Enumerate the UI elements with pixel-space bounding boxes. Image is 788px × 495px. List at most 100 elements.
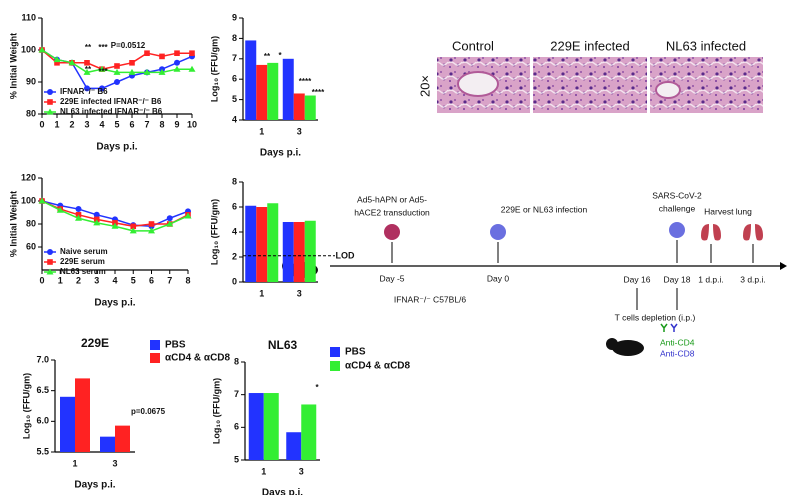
marker — [174, 59, 180, 66]
marker — [158, 68, 166, 75]
marker — [129, 60, 135, 66]
y-tick-label: 80 — [26, 218, 36, 228]
x-tick-label: 2 — [76, 275, 81, 285]
x-axis-label: Days p.i. — [260, 148, 301, 159]
step: 229E or NL63 infection — [501, 204, 588, 214]
arrows — [391, 240, 754, 263]
marker — [83, 68, 91, 75]
step: challenge — [659, 203, 696, 213]
legend-marker — [46, 108, 54, 115]
bar — [304, 220, 316, 282]
antibody: Anti-CD4 — [660, 337, 695, 347]
x-tick-label: 8 — [159, 119, 164, 129]
marker — [75, 214, 82, 221]
lung-icon — [743, 224, 763, 241]
marker — [128, 68, 136, 75]
step: Harvest lung — [704, 206, 752, 216]
marker — [166, 215, 173, 222]
image-label: Control — [452, 38, 494, 53]
y-tick-label: 80 — [26, 108, 36, 118]
x-tick-label: 4 — [99, 119, 104, 129]
annotation: P=0.0512 — [111, 41, 146, 50]
marker — [166, 220, 174, 227]
bar — [115, 425, 130, 452]
antibody: Anti-CD8 — [660, 348, 695, 358]
day: Day 0 — [487, 273, 509, 283]
legend-label: PBS — [345, 347, 366, 358]
marker — [84, 60, 90, 66]
x-tick-label: 8 — [185, 275, 190, 285]
y-tick-label: 5 — [232, 94, 237, 104]
x-tick-label: 5 — [114, 119, 119, 129]
annotation: ** — [264, 52, 271, 61]
legend-label: 229E infected IFNAR⁻/⁻ B6 — [60, 97, 162, 106]
y-tick-label: 4 — [232, 114, 237, 124]
marker — [113, 68, 121, 75]
annotation: * — [278, 51, 282, 60]
marker — [130, 223, 137, 230]
y-tick-label: 9 — [232, 12, 237, 22]
legend-swatch — [330, 361, 340, 371]
legend-marker — [47, 89, 53, 95]
marker — [53, 56, 61, 63]
legend-label: αCD4 & αCD8 — [165, 353, 231, 364]
x-tick-label: 2 — [69, 119, 74, 129]
y-tick-label: 100 — [21, 195, 36, 205]
x-tick-label: 7 — [144, 119, 149, 129]
y-axis-label: Log₁₀ (FFU/gm) — [211, 378, 221, 444]
x-tick-label: 6 — [129, 119, 134, 129]
x-axis-label: Days p.i. — [94, 298, 135, 309]
marker — [111, 222, 119, 229]
marker — [114, 79, 120, 85]
bar — [100, 436, 115, 452]
bar — [263, 393, 279, 460]
depletion: T cells depletion (i.p.) — [615, 312, 696, 322]
marker — [38, 197, 46, 204]
day: Day 16 — [624, 274, 651, 284]
bar — [293, 222, 305, 282]
virus-icon — [490, 224, 506, 240]
x-tick-label: 3 — [112, 458, 117, 468]
x-tick-label: 6 — [149, 275, 154, 285]
annotation: *** — [98, 67, 108, 76]
x-tick-label: 9 — [174, 119, 179, 129]
histology: Control 229E infected NL63 infected 20× — [417, 38, 763, 113]
y-tick-label: 6.5 — [36, 385, 49, 395]
y-tick-label: 90 — [26, 76, 36, 86]
marker — [148, 221, 155, 227]
antibody-icon — [660, 323, 668, 332]
x-tick-label: 1 — [259, 288, 264, 298]
annotation: *** — [98, 43, 108, 52]
image-label: NL63 infected — [666, 38, 746, 53]
bar — [304, 95, 316, 120]
y-tick-label: 110 — [21, 12, 36, 22]
legend-marker — [47, 259, 53, 265]
marker — [98, 65, 106, 72]
y-tick-label: 0 — [232, 276, 237, 286]
step: hACE2 transduction — [354, 207, 430, 217]
marker — [38, 46, 46, 53]
bar — [267, 62, 279, 120]
legend-label: αCD4 & αCD8 — [345, 361, 411, 372]
marker — [174, 50, 180, 56]
annotation: ** — [85, 65, 92, 74]
marker — [56, 206, 64, 213]
x-tick-label: 5 — [131, 275, 136, 285]
annotation: * — [315, 383, 319, 392]
y-tick-label: 5.5 — [36, 446, 49, 456]
x-axis-label: Days p.i. — [262, 488, 303, 495]
magnification: 20× — [417, 75, 432, 97]
legend-swatch — [150, 353, 160, 363]
bar — [282, 58, 294, 120]
y-axis-label: % Initial Weight — [8, 191, 18, 257]
y-tick-label: 6.0 — [36, 416, 49, 426]
lod-label: LOD — [336, 250, 355, 260]
y-tick-label: 7 — [234, 389, 239, 399]
x-tick-label: 1 — [54, 119, 59, 129]
marker — [93, 211, 100, 218]
y-tick-label: 120 — [21, 172, 36, 182]
y-tick-label: 5 — [234, 454, 239, 464]
x-tick-label: 3 — [84, 119, 89, 129]
y-axis-label: % Initial Weight — [8, 33, 18, 99]
annotation: **** — [299, 77, 312, 86]
